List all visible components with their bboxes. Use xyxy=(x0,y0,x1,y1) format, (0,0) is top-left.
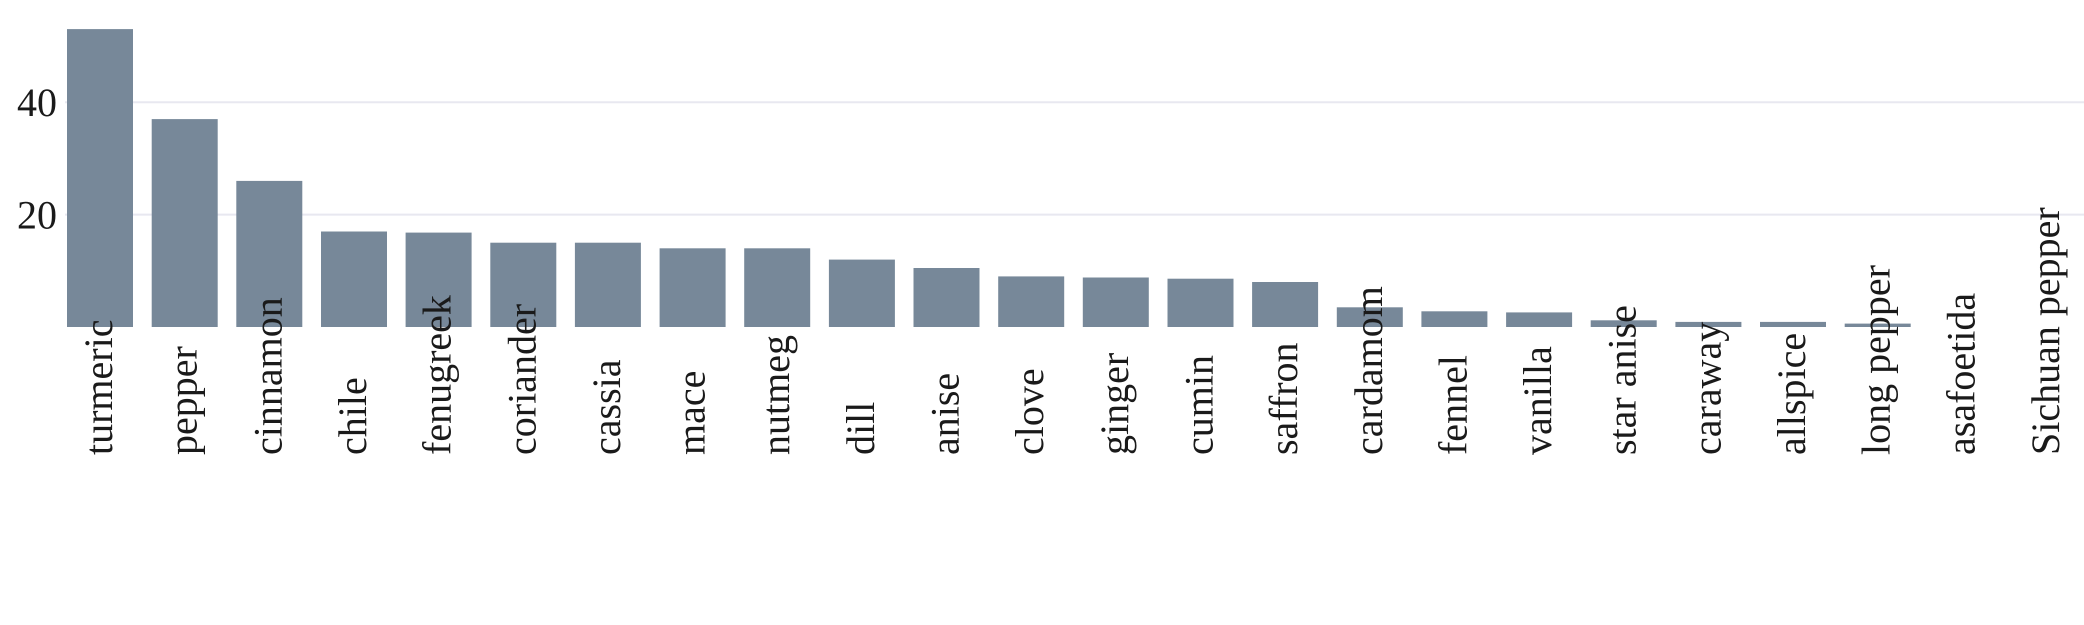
bars xyxy=(67,29,1911,327)
x-tick-label: cassia xyxy=(584,359,629,455)
x-tick-label: coriander xyxy=(499,304,544,455)
bar-long-pepper xyxy=(1844,323,1911,327)
x-tick-label: cumin xyxy=(1176,355,1221,455)
x-tick-label: chile xyxy=(330,377,375,455)
bar-dill xyxy=(828,259,895,327)
x-tick-label: fennel xyxy=(1430,355,1475,455)
bar-cassia xyxy=(574,242,641,327)
bar-ginger xyxy=(1082,277,1149,327)
x-tick-label: cinnamon xyxy=(245,297,290,455)
bar-turmeric xyxy=(67,29,133,327)
y-tick-label: 40 xyxy=(17,80,57,125)
y-tick-label: 20 xyxy=(17,193,57,238)
bar-caraway xyxy=(1675,321,1742,327)
x-tick-label: dill xyxy=(838,402,883,455)
bar-pepper xyxy=(151,119,218,327)
bar-clove xyxy=(998,276,1065,327)
x-tick-label: turmeric xyxy=(76,320,121,456)
x-tick-label: cardamom xyxy=(1346,286,1391,455)
bar-coriander xyxy=(490,242,557,327)
x-tick-label: asafoetida xyxy=(1938,293,1983,455)
bar-fennel xyxy=(1421,311,1488,327)
x-tick-label: vanilla xyxy=(1515,346,1560,455)
x-tick-label: clove xyxy=(1007,368,1052,455)
x-tick-label: Sichuan pepper xyxy=(2023,207,2068,455)
bar-cardamom xyxy=(1336,307,1403,327)
x-tick-label: fenugreek xyxy=(415,295,460,455)
x-tick-label: saffron xyxy=(1261,342,1306,455)
bar-star-anise xyxy=(1590,320,1657,327)
x-tick-label: star anise xyxy=(1600,305,1645,455)
bar-anise xyxy=(913,268,980,327)
x-tick-label: anise xyxy=(923,373,968,455)
bar-cinnamon xyxy=(236,180,303,327)
gridlines xyxy=(65,101,2084,216)
bar-saffron xyxy=(1252,282,1319,327)
x-tick-label: mace xyxy=(669,371,714,455)
x-tick-label: caraway xyxy=(1684,322,1729,455)
x-tick-label: nutmeg xyxy=(753,335,798,455)
x-tick-label: ginger xyxy=(1092,353,1137,455)
x-axis-labels: turmeric pepper cinnamon chile fenugreek cori… xyxy=(76,207,2068,455)
bar-fenugreek xyxy=(405,232,472,327)
bar-allspice xyxy=(1760,321,1826,327)
x-tick-label: allspice xyxy=(1769,333,1814,455)
bar-cumin xyxy=(1167,278,1234,327)
x-tick-label: long pepper xyxy=(1854,265,1899,455)
bar-nutmeg xyxy=(744,248,811,327)
x-tick-label: pepper xyxy=(161,346,206,455)
bar-mace xyxy=(659,248,726,327)
bar-vanilla xyxy=(1506,312,1573,327)
bar-chile xyxy=(321,231,387,327)
